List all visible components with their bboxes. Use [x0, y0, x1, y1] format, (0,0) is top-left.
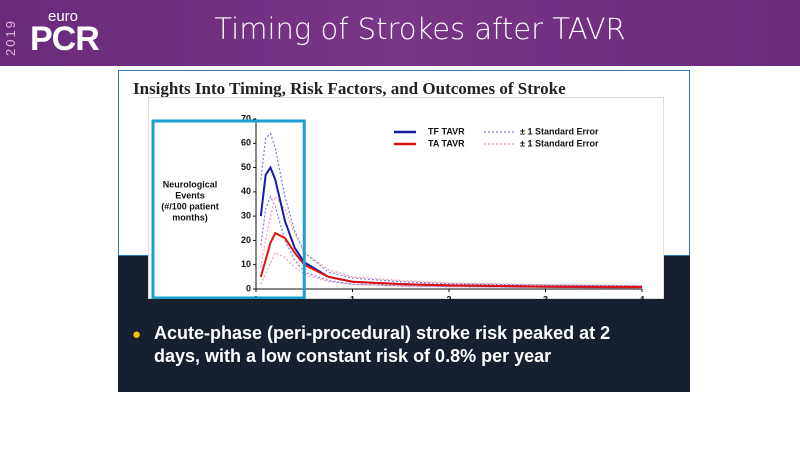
y-tick-label: 70 [241, 113, 251, 123]
x-tick-label: 2 [446, 294, 451, 299]
highlight-box [151, 119, 306, 299]
y-tick-label: 60 [241, 138, 251, 148]
y-axis-label: Events [175, 190, 205, 200]
y-tick-label: 20 [241, 235, 251, 245]
header-bar: 2019 euro PCR Timing of Strokes after TA… [0, 0, 800, 66]
legend-label: ± 1 Standard Error [520, 138, 599, 148]
slide-title: Timing of Strokes after TAVR [214, 12, 626, 46]
chart: 01020304050607001234Weeks After TAVRNeur… [148, 97, 664, 299]
bullet-dot: ● [132, 326, 142, 343]
y-tick-label: 10 [241, 259, 251, 269]
y-tick-label: 50 [241, 162, 251, 172]
y-tick-label: 0 [246, 283, 251, 293]
chart-background [148, 97, 664, 299]
y-axis-label: months) [172, 212, 208, 222]
x-tick-label: 1 [350, 294, 355, 299]
paper-title: Insights Into Timing, Risk Factors, and … [133, 79, 566, 98]
y-axis-label: (#/100 patient [161, 201, 219, 211]
y-tick-label: 40 [241, 186, 251, 196]
y-axis-label: Neurological [163, 179, 218, 189]
x-tick-label: 3 [543, 294, 548, 299]
logo-euro: euro [48, 8, 79, 25]
legend-label: TF TAVR [428, 126, 465, 136]
se-lower-line [260, 251, 643, 289]
legend-label: ± 1 Standard Error [520, 126, 599, 136]
logo-year: 2019 [3, 19, 18, 56]
x-tick-label: 4 [639, 294, 644, 299]
legend-label: TA TAVR [428, 138, 465, 148]
logo-pcr: PCR [30, 20, 100, 58]
y-tick-label: 30 [241, 211, 251, 221]
bullet-text: Acute-phase (peri-procedural) stroke ris… [154, 323, 611, 366]
